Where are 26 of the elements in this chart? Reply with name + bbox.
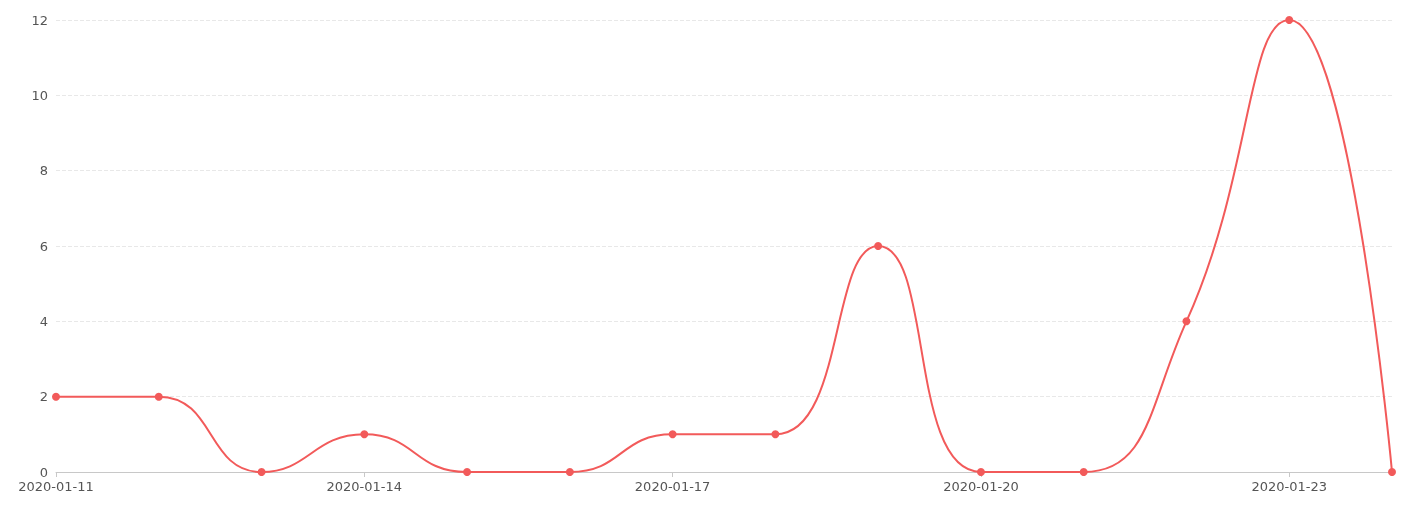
y-tick-label: 4 — [39, 313, 48, 329]
y-tick-label: 12 — [31, 12, 48, 28]
y-tick-label: 2 — [39, 389, 48, 405]
x-tick-label: 2020-01-20 — [943, 479, 1019, 494]
y-tick-label: 6 — [39, 238, 48, 254]
point — [257, 468, 266, 476]
point — [976, 468, 985, 476]
point — [463, 468, 472, 476]
point — [1079, 468, 1088, 476]
x-tick-label: 2020-01-11 — [18, 479, 94, 494]
x-tick-label: 2020-01-23 — [1251, 479, 1328, 494]
point — [668, 430, 677, 439]
y-tick-label: 8 — [39, 163, 48, 179]
y-tick-label: 0 — [39, 464, 48, 480]
point — [1388, 468, 1396, 476]
point — [874, 242, 883, 250]
point — [360, 430, 369, 439]
point — [771, 430, 780, 439]
point — [1285, 16, 1294, 24]
x-tick-label: 2020-01-14 — [326, 479, 403, 494]
point — [154, 392, 163, 401]
x-tick-label: 2020-01-17 — [634, 479, 711, 494]
point — [565, 468, 574, 476]
y-tick-label: 10 — [31, 87, 48, 103]
point — [1182, 317, 1191, 326]
point — [52, 392, 60, 401]
